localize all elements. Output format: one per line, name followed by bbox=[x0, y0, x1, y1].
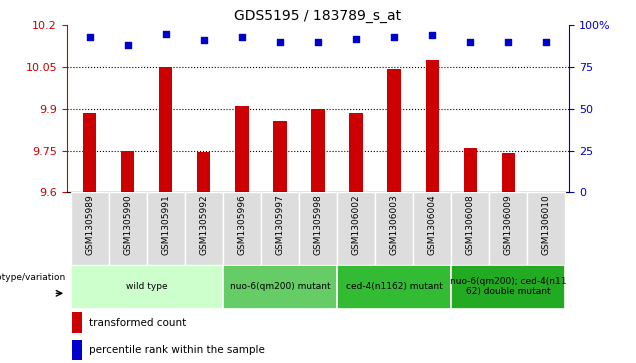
Point bbox=[275, 39, 285, 45]
Bar bbox=[83, 113, 96, 192]
Bar bbox=[464, 148, 477, 192]
Bar bbox=[147, 192, 185, 265]
Bar bbox=[71, 192, 109, 265]
Point bbox=[465, 39, 475, 45]
Text: wild type: wild type bbox=[126, 282, 167, 291]
Point bbox=[541, 39, 551, 45]
Point bbox=[313, 39, 323, 45]
Bar bbox=[261, 192, 299, 265]
Bar bbox=[489, 192, 527, 265]
Text: GSM1306008: GSM1306008 bbox=[466, 195, 474, 255]
Text: ced-4(n1162) mutant: ced-4(n1162) mutant bbox=[346, 282, 443, 291]
Bar bbox=[337, 265, 451, 309]
Text: transformed count: transformed count bbox=[90, 318, 186, 328]
Bar bbox=[223, 265, 337, 309]
Text: GSM1306003: GSM1306003 bbox=[390, 195, 399, 255]
Text: GSM1305991: GSM1305991 bbox=[162, 195, 170, 255]
Bar bbox=[312, 110, 324, 192]
Text: GSM1306010: GSM1306010 bbox=[542, 195, 551, 255]
Bar bbox=[72, 340, 82, 360]
Bar bbox=[235, 106, 249, 192]
Point bbox=[85, 34, 95, 40]
Bar bbox=[299, 192, 337, 265]
Text: GSM1305990: GSM1305990 bbox=[123, 195, 132, 255]
Point bbox=[351, 36, 361, 42]
Text: GSM1305992: GSM1305992 bbox=[199, 195, 209, 255]
Point bbox=[123, 42, 133, 48]
Bar bbox=[527, 192, 565, 265]
Bar bbox=[451, 192, 489, 265]
Point bbox=[503, 39, 513, 45]
Text: nuo-6(qm200) mutant: nuo-6(qm200) mutant bbox=[230, 282, 330, 291]
Bar bbox=[223, 192, 261, 265]
Bar bbox=[375, 192, 413, 265]
Bar bbox=[425, 60, 439, 192]
Point bbox=[237, 34, 247, 40]
Bar bbox=[197, 152, 211, 192]
Text: GSM1305989: GSM1305989 bbox=[85, 195, 94, 255]
Text: GSM1306009: GSM1306009 bbox=[504, 195, 513, 255]
Bar bbox=[387, 69, 401, 192]
Text: GSM1306002: GSM1306002 bbox=[352, 195, 361, 255]
Bar bbox=[71, 265, 223, 309]
Bar bbox=[72, 312, 82, 333]
Bar bbox=[159, 66, 172, 192]
Bar bbox=[337, 192, 375, 265]
Text: GSM1305996: GSM1305996 bbox=[237, 195, 246, 255]
Title: GDS5195 / 183789_s_at: GDS5195 / 183789_s_at bbox=[235, 9, 401, 23]
Text: GSM1305998: GSM1305998 bbox=[314, 195, 322, 255]
Bar bbox=[349, 113, 363, 192]
Point bbox=[427, 33, 438, 38]
Bar bbox=[109, 192, 147, 265]
Bar bbox=[273, 121, 287, 192]
Point bbox=[389, 34, 399, 40]
Bar bbox=[121, 151, 134, 192]
Bar bbox=[413, 192, 451, 265]
Text: percentile rank within the sample: percentile rank within the sample bbox=[90, 345, 265, 355]
Text: GSM1306004: GSM1306004 bbox=[427, 195, 437, 255]
Bar bbox=[451, 265, 565, 309]
Bar bbox=[502, 153, 515, 192]
Point bbox=[161, 31, 171, 37]
Text: GSM1305997: GSM1305997 bbox=[275, 195, 284, 255]
Bar bbox=[185, 192, 223, 265]
Text: genotype/variation: genotype/variation bbox=[0, 273, 66, 282]
Point bbox=[198, 37, 209, 43]
Text: nuo-6(qm200); ced-4(n11
62) double mutant: nuo-6(qm200); ced-4(n11 62) double mutan… bbox=[450, 277, 567, 297]
